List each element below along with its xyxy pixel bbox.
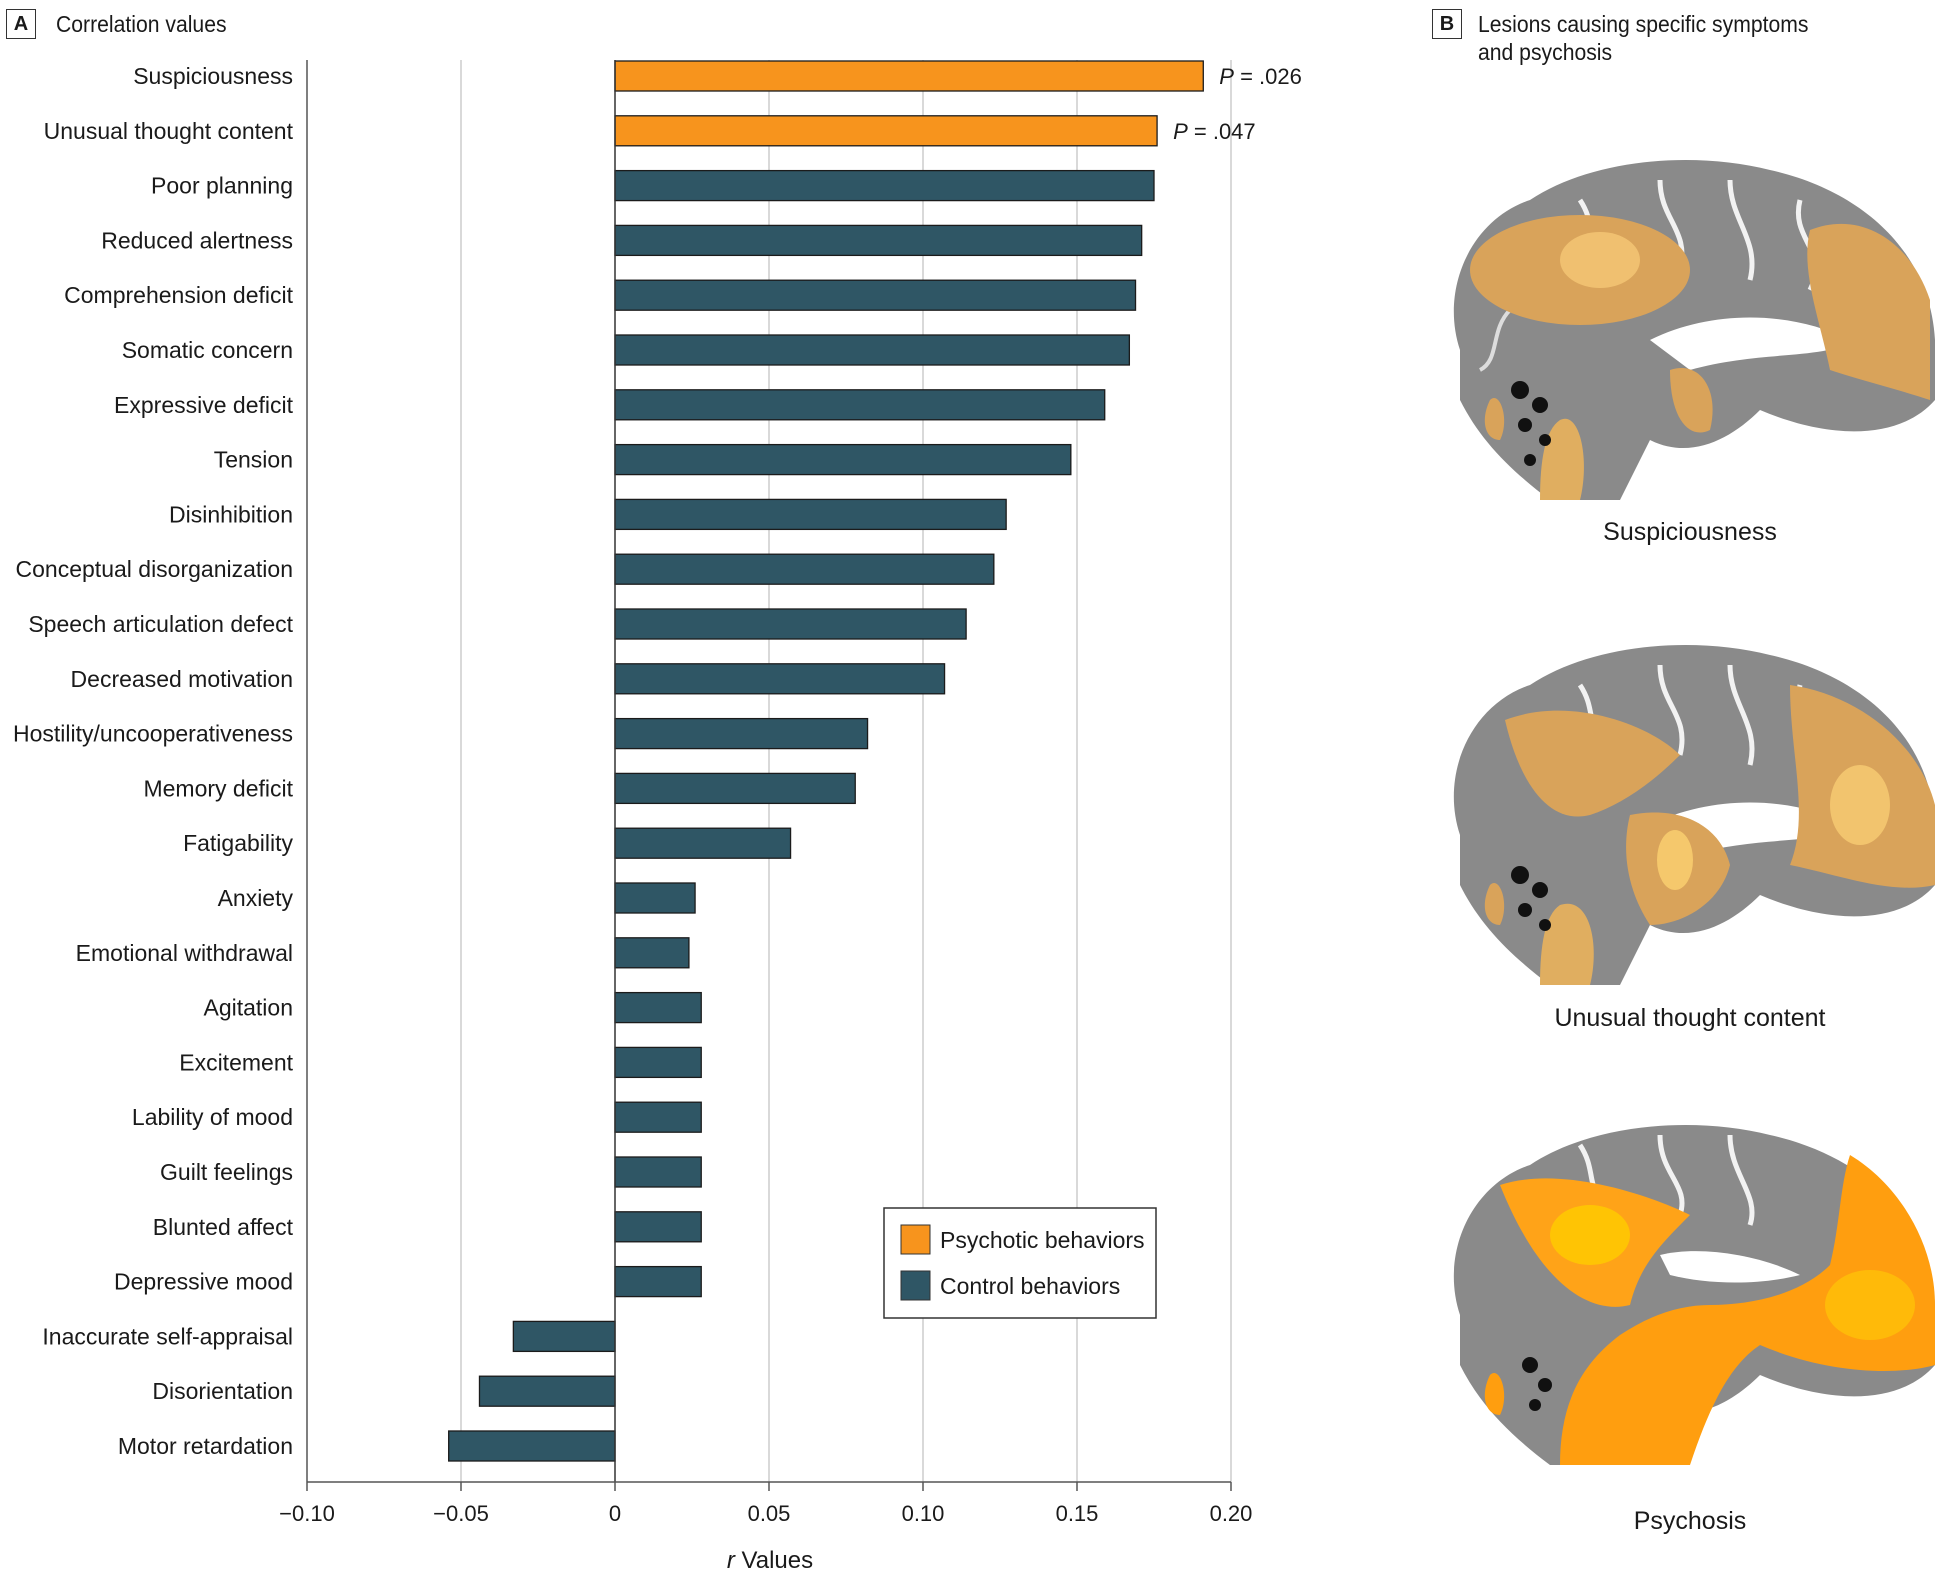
axes xyxy=(306,60,1232,1491)
bar-motor-retardation xyxy=(448,1430,616,1462)
x-tick-label: −0.10 xyxy=(279,1501,335,1526)
bar-suspiciousness xyxy=(614,60,1204,92)
bar-speech-articulation-defect xyxy=(614,608,967,640)
bar-decreased-motivation xyxy=(614,663,946,695)
brain-caption-psychosis: Psychosis xyxy=(1633,1507,1747,1535)
brain-caption-unusual-thought-content: Unusual thought content xyxy=(1554,1004,1826,1032)
brain-sagittal-lesion-map-unusual-thought-content xyxy=(1453,645,1935,985)
x-axis-label: r Values xyxy=(727,1547,813,1570)
category-label: Blunted affect xyxy=(153,1214,294,1240)
bar-inaccurate-self-appraisal xyxy=(512,1320,616,1353)
category-label: Unusual thought content xyxy=(44,118,294,144)
p-value-annotation: P = .026 xyxy=(1219,64,1302,89)
category-label: Emotional withdrawal xyxy=(76,940,293,966)
panel-b-title-line2: and psychosis xyxy=(1478,39,1613,65)
p-italic: P xyxy=(1173,119,1188,144)
bar-blunted-affect xyxy=(614,1211,702,1243)
category-label: Disorientation xyxy=(152,1378,293,1404)
p-value: = .047 xyxy=(1188,119,1256,144)
p-italic: P xyxy=(1219,64,1234,89)
category-label: Lability of mood xyxy=(132,1104,293,1130)
legend-label-psychotic: Psychotic behaviors xyxy=(940,1227,1145,1253)
bar-depressive-mood xyxy=(614,1265,702,1298)
x-tick-label: 0.05 xyxy=(748,1501,791,1526)
bar-disinhibition xyxy=(614,498,1007,531)
p-value: = .026 xyxy=(1234,64,1302,89)
bar-anxiety xyxy=(614,882,696,914)
brain-sagittal-lesion-map-psychosis xyxy=(1453,1125,1935,1465)
category-label: Depressive mood xyxy=(114,1269,293,1295)
category-label: Speech articulation defect xyxy=(28,611,293,637)
x-tick-label: 0.10 xyxy=(902,1501,945,1526)
category-labels: Suspiciousness Unusual thought content Poo… xyxy=(13,63,294,1459)
category-label: Guilt feelings xyxy=(160,1159,293,1185)
legend: Psychotic behaviors Control behaviors xyxy=(883,1207,1157,1319)
category-label: Decreased motivation xyxy=(71,666,293,692)
category-label: Anxiety xyxy=(218,885,294,911)
category-label: Disinhibition xyxy=(169,501,293,527)
bar-guilt-feelings xyxy=(614,1156,702,1188)
x-axis-label-text: Values xyxy=(735,1547,813,1570)
bar-disorientation xyxy=(478,1375,616,1407)
bar-conceptual-disorganization xyxy=(614,553,995,585)
panel-a-tag: A xyxy=(6,9,36,39)
category-label: Poor planning xyxy=(151,173,293,199)
category-label: Conceptual disorganization xyxy=(16,556,293,582)
category-label: Comprehension deficit xyxy=(64,282,293,308)
category-label: Inaccurate self-appraisal xyxy=(42,1323,293,1349)
x-tick-label: 0.20 xyxy=(1210,1501,1253,1526)
category-label: Excitement xyxy=(179,1049,293,1075)
legend-swatch-psychotic xyxy=(900,1224,931,1255)
bar-poor-planning xyxy=(614,169,1155,202)
panel-a-title: Correlation values xyxy=(56,11,227,37)
x-tick-label: −0.05 xyxy=(433,1501,489,1526)
category-label: Agitation xyxy=(203,995,293,1021)
correlation-bar-chart: Suspiciousness Unusual thought content Poo… xyxy=(13,60,1302,1570)
x-tick-label: 0 xyxy=(609,1501,621,1526)
bar-hostility-uncooperativeness xyxy=(614,717,869,750)
p-value-annotation: P = .047 xyxy=(1173,119,1256,144)
bar-expressive-deficit xyxy=(614,389,1106,421)
bar-tension xyxy=(614,443,1072,476)
panel-b-title-line1: Lesions causing specific symptoms xyxy=(1478,11,1809,37)
category-label: Motor retardation xyxy=(118,1433,293,1459)
category-label: Expressive deficit xyxy=(114,392,294,418)
category-label: Suspiciousness xyxy=(133,63,293,89)
bar-comprehension-deficit xyxy=(614,279,1137,311)
x-axis-label-italic: r xyxy=(727,1547,736,1570)
brain-sagittal-lesion-map-suspiciousness xyxy=(1453,160,1935,500)
category-label: Fatigability xyxy=(183,830,293,856)
category-label: Somatic concern xyxy=(122,337,293,363)
bar-lability-of-mood xyxy=(614,1101,702,1133)
category-label: Tension xyxy=(214,447,293,473)
bar-somatic-concern xyxy=(614,334,1131,366)
brain-caption-suspiciousness: Suspiciousness xyxy=(1603,518,1777,546)
legend-label-control: Control behaviors xyxy=(940,1273,1120,1299)
x-tick-labels: −0.10 −0.05 0 0.05 0.10 0.15 0.20 xyxy=(279,1501,1252,1526)
panel-b-tag: B xyxy=(1432,9,1462,39)
category-label: Hostility/uncooperativeness xyxy=(13,721,293,747)
x-tick-label: 0.15 xyxy=(1056,1501,1099,1526)
bar-unusual-thought-content xyxy=(614,115,1158,147)
category-label: Reduced alertness xyxy=(101,227,293,253)
bar-reduced-alertness xyxy=(614,224,1143,257)
bar-agitation xyxy=(614,991,702,1024)
category-label: Memory deficit xyxy=(143,775,293,801)
bar-excitement xyxy=(614,1046,702,1079)
legend-swatch-control xyxy=(900,1270,931,1301)
bar-memory-deficit xyxy=(614,772,856,805)
bar-fatigability xyxy=(614,827,792,859)
bar-emotional-withdrawal xyxy=(614,937,690,969)
